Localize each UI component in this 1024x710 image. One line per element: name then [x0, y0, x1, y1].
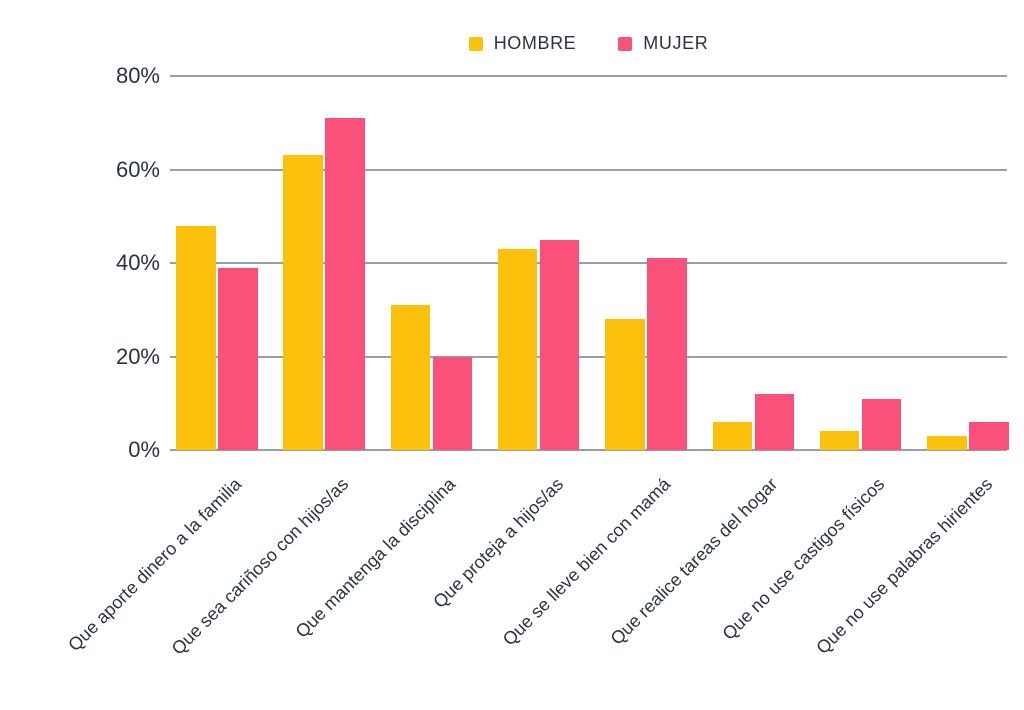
bar-mujer-2 — [432, 356, 473, 450]
bar-hombre-0 — [176, 225, 216, 450]
hombre-swatch-icon — [468, 36, 483, 51]
legend-item-hombre: HOMBRE — [468, 33, 577, 54]
mujer-swatch-icon — [618, 36, 633, 51]
y-tick-label: 60% — [115, 156, 160, 182]
bar-mujer-3 — [539, 239, 580, 450]
bar-hombre-5 — [712, 421, 752, 450]
legend-label-hombre: HOMBRE — [493, 33, 577, 53]
gridline — [170, 75, 1007, 77]
legend-label-mujer: MUJER — [643, 33, 709, 53]
bar-hombre-4 — [605, 319, 645, 450]
x-category-label: Que no use palabras hirientes — [812, 474, 997, 658]
legend-item-mujer: MUJER — [618, 33, 708, 54]
x-category-label: Que sea cariñoso con hijos/as — [167, 474, 353, 659]
bar-hombre-1 — [283, 155, 323, 450]
bar-mujer-7 — [969, 421, 1009, 450]
legend: HOMBRE MUJER — [170, 33, 1007, 54]
gridline — [170, 355, 1007, 358]
y-tick-label: 80% — [115, 63, 160, 88]
bar-hombre-2 — [390, 305, 431, 450]
y-tick-label: 40% — [115, 250, 160, 275]
bar-hombre-7 — [927, 435, 967, 450]
y-tick-label: 20% — [115, 343, 160, 369]
gridline — [170, 449, 1007, 451]
bar-hombre-6 — [819, 431, 860, 450]
bar-mujer-1 — [325, 118, 365, 450]
y-tick-label: 0% — [128, 437, 160, 462]
bar-mujer-5 — [754, 393, 794, 450]
gridline — [170, 168, 1007, 171]
gridline — [170, 262, 1007, 264]
bar-mujer-4 — [647, 258, 687, 450]
bar-hombre-3 — [497, 248, 538, 450]
bar-mujer-0 — [218, 267, 258, 450]
bar-mujer-6 — [861, 398, 902, 450]
x-category-label: Que aporte dinero a la familia — [63, 474, 245, 656]
